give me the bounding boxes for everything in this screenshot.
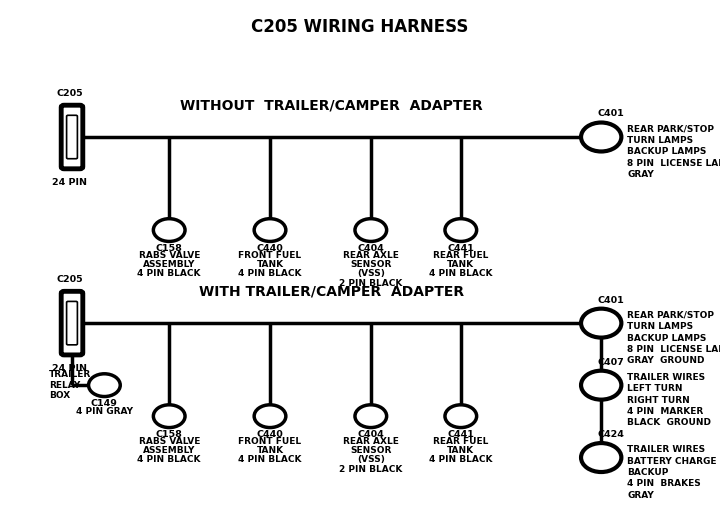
Text: GRAY  GROUND: GRAY GROUND — [627, 356, 705, 366]
Text: 4 PIN BLACK: 4 PIN BLACK — [238, 455, 302, 464]
Text: 24 PIN: 24 PIN — [53, 178, 87, 187]
Text: 2 PIN BLACK: 2 PIN BLACK — [339, 465, 402, 474]
Text: FRONT FUEL: FRONT FUEL — [238, 251, 302, 260]
Text: REAR AXLE: REAR AXLE — [343, 251, 399, 260]
Text: RIGHT TURN: RIGHT TURN — [627, 396, 690, 405]
Text: 4 PIN GRAY: 4 PIN GRAY — [76, 407, 133, 416]
Text: RELAY: RELAY — [49, 381, 80, 390]
Text: C401: C401 — [598, 110, 624, 118]
Text: TURN LAMPS: TURN LAMPS — [627, 136, 693, 145]
Text: REAR FUEL: REAR FUEL — [433, 251, 488, 260]
Text: FRONT FUEL: FRONT FUEL — [238, 437, 302, 446]
Text: GRAY: GRAY — [627, 170, 654, 179]
Circle shape — [254, 405, 286, 428]
Text: C205: C205 — [57, 276, 83, 284]
Text: REAR AXLE: REAR AXLE — [343, 437, 399, 446]
Text: TRAILER WIRES: TRAILER WIRES — [627, 373, 706, 382]
Text: C440: C440 — [256, 244, 284, 252]
Text: BACKUP LAMPS: BACKUP LAMPS — [627, 333, 706, 343]
Text: BACKUP: BACKUP — [627, 468, 668, 477]
Text: 4 PIN BLACK: 4 PIN BLACK — [429, 455, 492, 464]
Circle shape — [445, 405, 477, 428]
Text: 4 PIN BLACK: 4 PIN BLACK — [138, 269, 201, 278]
Circle shape — [581, 309, 621, 338]
Text: LEFT TURN: LEFT TURN — [627, 384, 683, 393]
Circle shape — [89, 374, 120, 397]
Text: C158: C158 — [156, 244, 183, 252]
FancyBboxPatch shape — [66, 115, 78, 159]
Text: 4 PIN  BRAKES: 4 PIN BRAKES — [627, 479, 701, 489]
Text: C404: C404 — [357, 244, 384, 252]
Text: 24 PIN: 24 PIN — [53, 364, 87, 373]
Text: WITH TRAILER/CAMPER  ADAPTER: WITH TRAILER/CAMPER ADAPTER — [199, 284, 464, 298]
Circle shape — [153, 219, 185, 241]
Text: TURN LAMPS: TURN LAMPS — [627, 322, 693, 331]
Text: ASSEMBLY: ASSEMBLY — [143, 260, 195, 269]
Text: 4 PIN BLACK: 4 PIN BLACK — [238, 269, 302, 278]
FancyBboxPatch shape — [61, 292, 83, 355]
FancyBboxPatch shape — [61, 105, 83, 169]
Text: 8 PIN  LICENSE LAMPS: 8 PIN LICENSE LAMPS — [627, 345, 720, 354]
Text: C424: C424 — [598, 430, 624, 439]
Text: 4 PIN BLACK: 4 PIN BLACK — [429, 269, 492, 278]
Text: 4 PIN BLACK: 4 PIN BLACK — [138, 455, 201, 464]
Text: C149: C149 — [91, 399, 118, 408]
Text: TANK: TANK — [256, 446, 284, 455]
Text: 8 PIN  LICENSE LAMPS: 8 PIN LICENSE LAMPS — [627, 159, 720, 168]
Text: C407: C407 — [598, 358, 624, 367]
Text: REAR PARK/STOP: REAR PARK/STOP — [627, 311, 714, 320]
Text: ASSEMBLY: ASSEMBLY — [143, 446, 195, 455]
Text: WITHOUT  TRAILER/CAMPER  ADAPTER: WITHOUT TRAILER/CAMPER ADAPTER — [180, 98, 482, 112]
Text: C401: C401 — [598, 296, 624, 305]
Text: SENSOR: SENSOR — [350, 446, 392, 455]
Circle shape — [581, 443, 621, 472]
Circle shape — [445, 219, 477, 241]
Text: REAR PARK/STOP: REAR PARK/STOP — [627, 125, 714, 134]
Text: (VSS): (VSS) — [357, 269, 384, 278]
Text: C440: C440 — [256, 430, 284, 438]
FancyBboxPatch shape — [66, 301, 78, 345]
Circle shape — [254, 219, 286, 241]
Text: C441: C441 — [447, 430, 474, 438]
Text: REAR FUEL: REAR FUEL — [433, 437, 488, 446]
Text: BOX: BOX — [49, 391, 71, 400]
Text: 2 PIN BLACK: 2 PIN BLACK — [339, 279, 402, 287]
Text: SENSOR: SENSOR — [350, 260, 392, 269]
Text: TANK: TANK — [447, 260, 474, 269]
Text: TANK: TANK — [256, 260, 284, 269]
Text: (VSS): (VSS) — [357, 455, 384, 464]
Text: C404: C404 — [357, 430, 384, 438]
Text: TRAILER: TRAILER — [49, 370, 91, 379]
Text: C205 WIRING HARNESS: C205 WIRING HARNESS — [251, 18, 469, 36]
Text: GRAY: GRAY — [627, 491, 654, 500]
Text: BATTERY CHARGE: BATTERY CHARGE — [627, 457, 716, 466]
Circle shape — [355, 405, 387, 428]
Text: BACKUP LAMPS: BACKUP LAMPS — [627, 147, 706, 157]
Text: C205: C205 — [57, 89, 83, 98]
Text: TRAILER WIRES: TRAILER WIRES — [627, 445, 706, 454]
Circle shape — [355, 219, 387, 241]
Text: RABS VALVE: RABS VALVE — [138, 437, 200, 446]
Circle shape — [153, 405, 185, 428]
Text: C158: C158 — [156, 430, 183, 438]
Circle shape — [581, 371, 621, 400]
Text: RABS VALVE: RABS VALVE — [138, 251, 200, 260]
Text: 4 PIN  MARKER: 4 PIN MARKER — [627, 407, 703, 416]
Circle shape — [581, 123, 621, 151]
Text: C441: C441 — [447, 244, 474, 252]
Text: BLACK  GROUND: BLACK GROUND — [627, 418, 711, 428]
Text: TANK: TANK — [447, 446, 474, 455]
